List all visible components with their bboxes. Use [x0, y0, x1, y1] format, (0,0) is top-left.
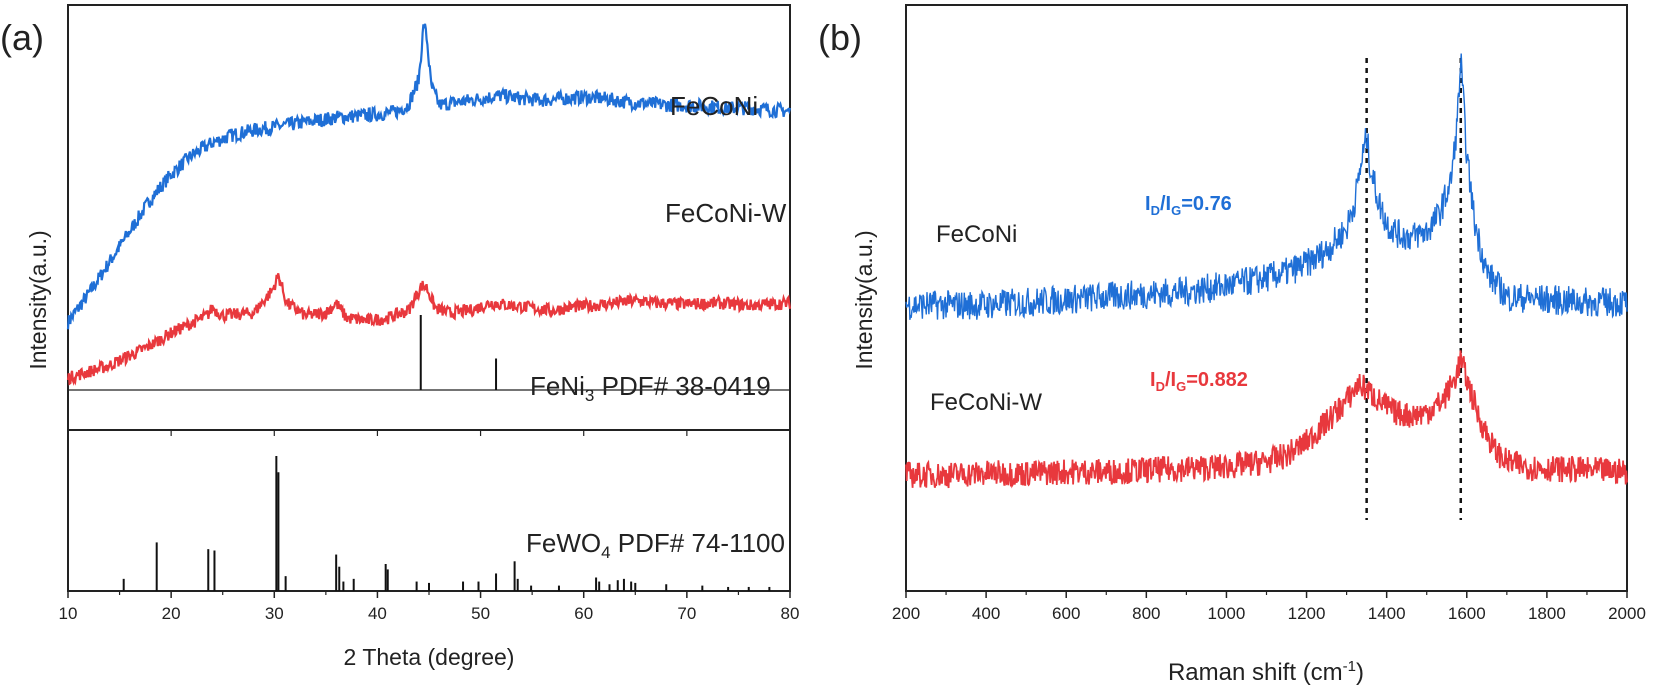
panel-a: (a) 10 20 30 40 50 60 70 80 FeCoNi FeCoNi-W FeN…: [0, 4, 800, 670]
panel-b-x-axis: 200 400 600 800 1000 1200 1400 1600 1800 2000: [892, 591, 1646, 623]
series-line-feconi-raman: [905, 53, 1628, 320]
x-tick-label-b: 1400: [1368, 604, 1406, 623]
x-tick-label-b: 1200: [1288, 604, 1326, 623]
x-tick-label-b: 400: [972, 604, 1000, 623]
id-ig-ratio-feconi: ID/IG=0.76: [1145, 193, 1232, 218]
series-label-feconi-raman: FeCoNi: [936, 221, 1017, 248]
y-axis-title-b: Intensity(a.u.): [851, 230, 877, 369]
panel-a-reference-peaks: [122, 315, 771, 591]
ref-label-feni3: FeNi3 PDF# 38-0419: [530, 371, 771, 405]
x-tick-label-a: 80: [781, 604, 800, 623]
x-tick-label-b: 2000: [1608, 604, 1646, 623]
panel-a-label: (a): [0, 17, 44, 58]
series-line-feconi-w: [66, 273, 792, 386]
series-label-feconi: FeCoNi: [670, 91, 758, 121]
x-tick-label-a: 50: [471, 604, 490, 623]
x-tick-label-a: 60: [574, 604, 593, 623]
x-tick-label-a: 40: [368, 604, 387, 623]
x-tick-label-b: 1600: [1448, 604, 1486, 623]
id-ig-ratio-feconi-w: ID/IG=0.882: [1150, 369, 1248, 394]
x-axis-title-b: Raman shift (cm-1): [1168, 658, 1364, 686]
x-tick-label-b: 600: [1052, 604, 1080, 623]
x-tick-label-b: 800: [1132, 604, 1160, 623]
series-line-feconi: [66, 23, 792, 330]
x-tick-label-a: 30: [265, 604, 284, 623]
panel-a-x-axis: 10 20 30 40 50 60 70 80: [59, 430, 800, 623]
x-tick-label-a: 10: [59, 604, 78, 623]
x-tick-label-a: 70: [677, 604, 696, 623]
x-tick-label-b: 1800: [1528, 604, 1566, 623]
ref-label-fewo4: FeWO4 PDF# 74-1100: [526, 528, 785, 562]
x-tick-label-b: 1000: [1208, 604, 1246, 623]
y-axis-title-a: Intensity(a.u.): [25, 230, 51, 369]
x-tick-label-a: 20: [162, 604, 181, 623]
panel-b-label: (b): [818, 17, 862, 58]
series-label-feconi-w-raman: FeCoNi-W: [930, 389, 1042, 416]
panel-b-reference-lines: [1365, 58, 1463, 520]
x-axis-title-a: 2 Theta (degree): [344, 644, 515, 670]
x-tick-label-b: 200: [892, 604, 920, 623]
series-line-feconi-w-raman: [905, 350, 1628, 489]
panel-b: (b) 200 400 600 800 1000 1200 1400 1600 1800 2000…: [818, 4, 1646, 686]
series-label-feconi-w: FeCoNi-W: [665, 198, 787, 228]
